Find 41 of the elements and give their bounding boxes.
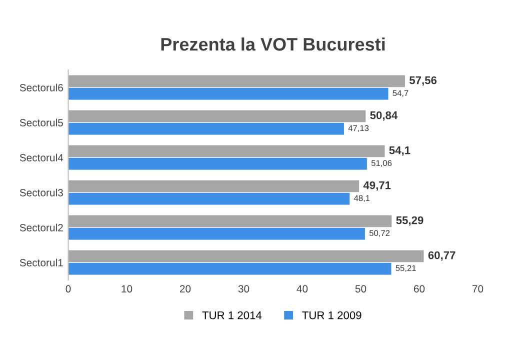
y-tick-label: Sectorul4: [20, 154, 64, 162]
x-tick-label: 50: [355, 285, 366, 293]
chart-title: Prezenta la VOT Bucuresti: [161, 37, 385, 51]
x-tick-label: 10: [122, 285, 132, 293]
x-tick-label: 40: [296, 285, 308, 293]
y-tick-label: Sectorul6: [20, 84, 63, 92]
legend-label: TUR 1 2009: [302, 311, 362, 320]
bar: [68, 145, 385, 158]
data-label: 50,72: [369, 230, 390, 238]
bar: [68, 262, 392, 275]
x-tick-label: 30: [238, 285, 250, 293]
data-label: 57,56: [409, 76, 437, 86]
y-tick-label: Sectorul5: [20, 118, 63, 126]
data-label: 54,1: [389, 146, 410, 156]
data-label: 48,1: [354, 195, 370, 202]
x-tick-label: 20: [180, 285, 191, 293]
data-label: 60,77: [428, 251, 456, 261]
y-tick-label: Sectorul2: [20, 224, 63, 232]
x-tick-label: 70: [472, 285, 484, 293]
x-tick-label: 60: [414, 285, 425, 293]
x-tick-label: 0: [66, 285, 71, 293]
bar: [68, 228, 365, 240]
bar: [68, 88, 388, 100]
y-tick-label: Sectorul1: [20, 258, 63, 266]
y-tick-label: Sectorul3: [20, 188, 63, 196]
bar: [68, 250, 424, 262]
bar: [68, 180, 360, 192]
data-label: 55,29: [396, 216, 424, 226]
bar: [68, 75, 405, 88]
bar: [68, 192, 350, 205]
data-label: 50,84: [370, 111, 398, 121]
bar: [68, 110, 366, 122]
bar: [68, 158, 367, 170]
bar: [68, 122, 344, 135]
data-label: 54,7: [392, 90, 408, 98]
data-label: 49,71: [363, 181, 391, 191]
data-label: 47,13: [348, 125, 369, 132]
data-label: 51,06: [371, 160, 392, 168]
bar: [68, 215, 392, 228]
data-label: 55,21: [396, 265, 416, 272]
legend-label: TUR 1 2014: [202, 311, 262, 320]
